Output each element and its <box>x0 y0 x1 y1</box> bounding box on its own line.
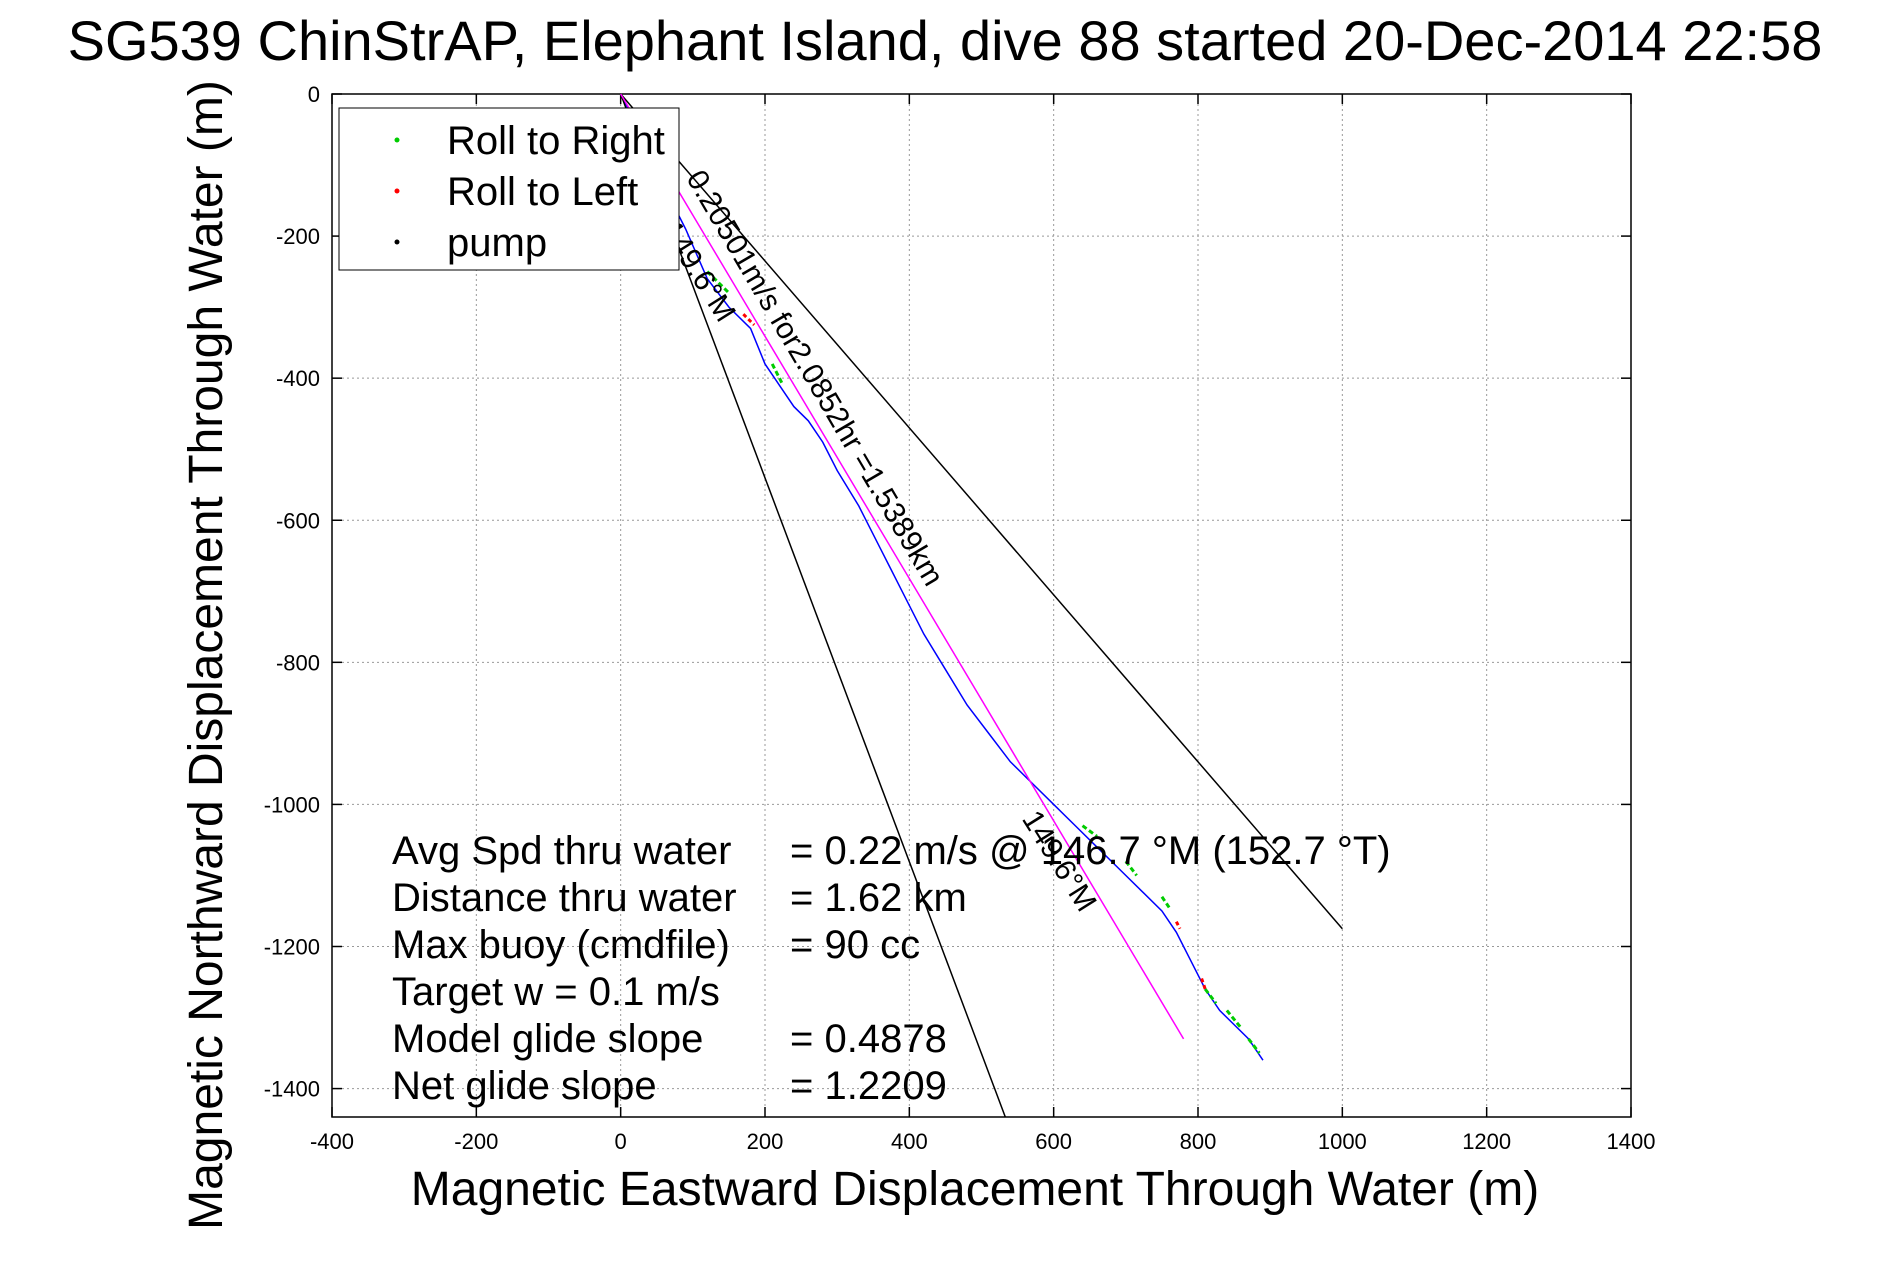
legend-marker <box>394 188 400 194</box>
x-tick-label: 0 <box>615 1129 627 1154</box>
y-tick-label: -600 <box>276 508 320 533</box>
roll-right-mark <box>1081 824 1098 838</box>
x-axis-label: Magnetic Eastward Displacement Through W… <box>411 1163 1539 1216</box>
stat-label: Distance thru water <box>392 876 737 920</box>
plot-frame <box>331 93 1632 1118</box>
series-track <box>619 93 1264 1061</box>
y-tick-label: -400 <box>276 366 320 391</box>
stat-value: = 90 cc <box>790 923 920 967</box>
y-tick-label: -1000 <box>264 792 320 817</box>
axis-ticks: -400 -200 0 200 400 600 800 1000 1200 1400 0 -200 -4… <box>264 82 1656 1154</box>
stats-block: Avg Spd thru water = 0.22 m/s @ 146.7 °M … <box>392 829 1391 1108</box>
roll-right-mark <box>1124 860 1138 877</box>
stat-value: = 0.22 m/s @ 146.7 °M (152.7 °T) <box>790 829 1391 873</box>
stat-label: Model glide slope <box>392 1017 703 1061</box>
stat-label: Net glide slope <box>392 1064 657 1108</box>
legend-marker <box>394 239 400 245</box>
roll-left-mark <box>1175 920 1182 930</box>
stat-label: Max buoy (cmdfile) <box>392 923 730 967</box>
x-tick-label: 1400 <box>1607 1129 1656 1154</box>
x-tick-label: 800 <box>1180 1129 1217 1154</box>
x-tick-label: 1000 <box>1318 1129 1367 1154</box>
y-tick-label: -1400 <box>264 1077 320 1102</box>
x-tick-label: 600 <box>1035 1129 1072 1154</box>
roll-right-mark <box>1204 988 1218 1005</box>
legend-label: pump <box>447 221 547 265</box>
legend: Roll to Right Roll to Left pump <box>338 107 680 271</box>
roll-right-mark <box>1225 1009 1243 1030</box>
y-tick-label: 0 <box>308 82 320 107</box>
chart-title: SG539 ChinStrAP, Elephant Island, dive 8… <box>68 9 1823 72</box>
series-average <box>620 93 1185 1040</box>
legend-marker <box>394 137 400 143</box>
stat-label: Target w = 0.1 m/s <box>392 970 720 1014</box>
roll-right-mark <box>770 363 785 386</box>
y-tick-label: -800 <box>276 650 320 675</box>
y-axis-label: Magnetic Northward Displacement Through … <box>180 80 233 1230</box>
stat-value: = 1.62 km <box>790 876 967 920</box>
x-tick-label: 400 <box>891 1129 928 1154</box>
roll-left-mark <box>1200 977 1207 990</box>
x-tick-label: -200 <box>454 1129 498 1154</box>
stat-label: Avg Spd thru water <box>392 829 731 873</box>
y-tick-label: -200 <box>276 224 320 249</box>
roll-right-mark <box>706 270 730 294</box>
y-tick-label: -1200 <box>264 935 320 960</box>
series-cone-right <box>620 93 1343 930</box>
roll-right-mark <box>1247 1037 1261 1054</box>
x-tick-label: 200 <box>747 1129 784 1154</box>
x-tick-label: -400 <box>310 1129 354 1154</box>
series-cone-left <box>619 93 1007 1118</box>
roll-left-mark <box>742 313 756 326</box>
x-tick-label: 1200 <box>1462 1129 1511 1154</box>
legend-label: Roll to Right <box>447 119 665 163</box>
series-layer <box>619 93 1343 1118</box>
legend-label: Roll to Left <box>447 170 638 214</box>
roll-right-mark <box>1160 895 1171 909</box>
stat-value: = 1.2209 <box>790 1064 947 1108</box>
stat-value: = 0.4878 <box>790 1017 947 1061</box>
